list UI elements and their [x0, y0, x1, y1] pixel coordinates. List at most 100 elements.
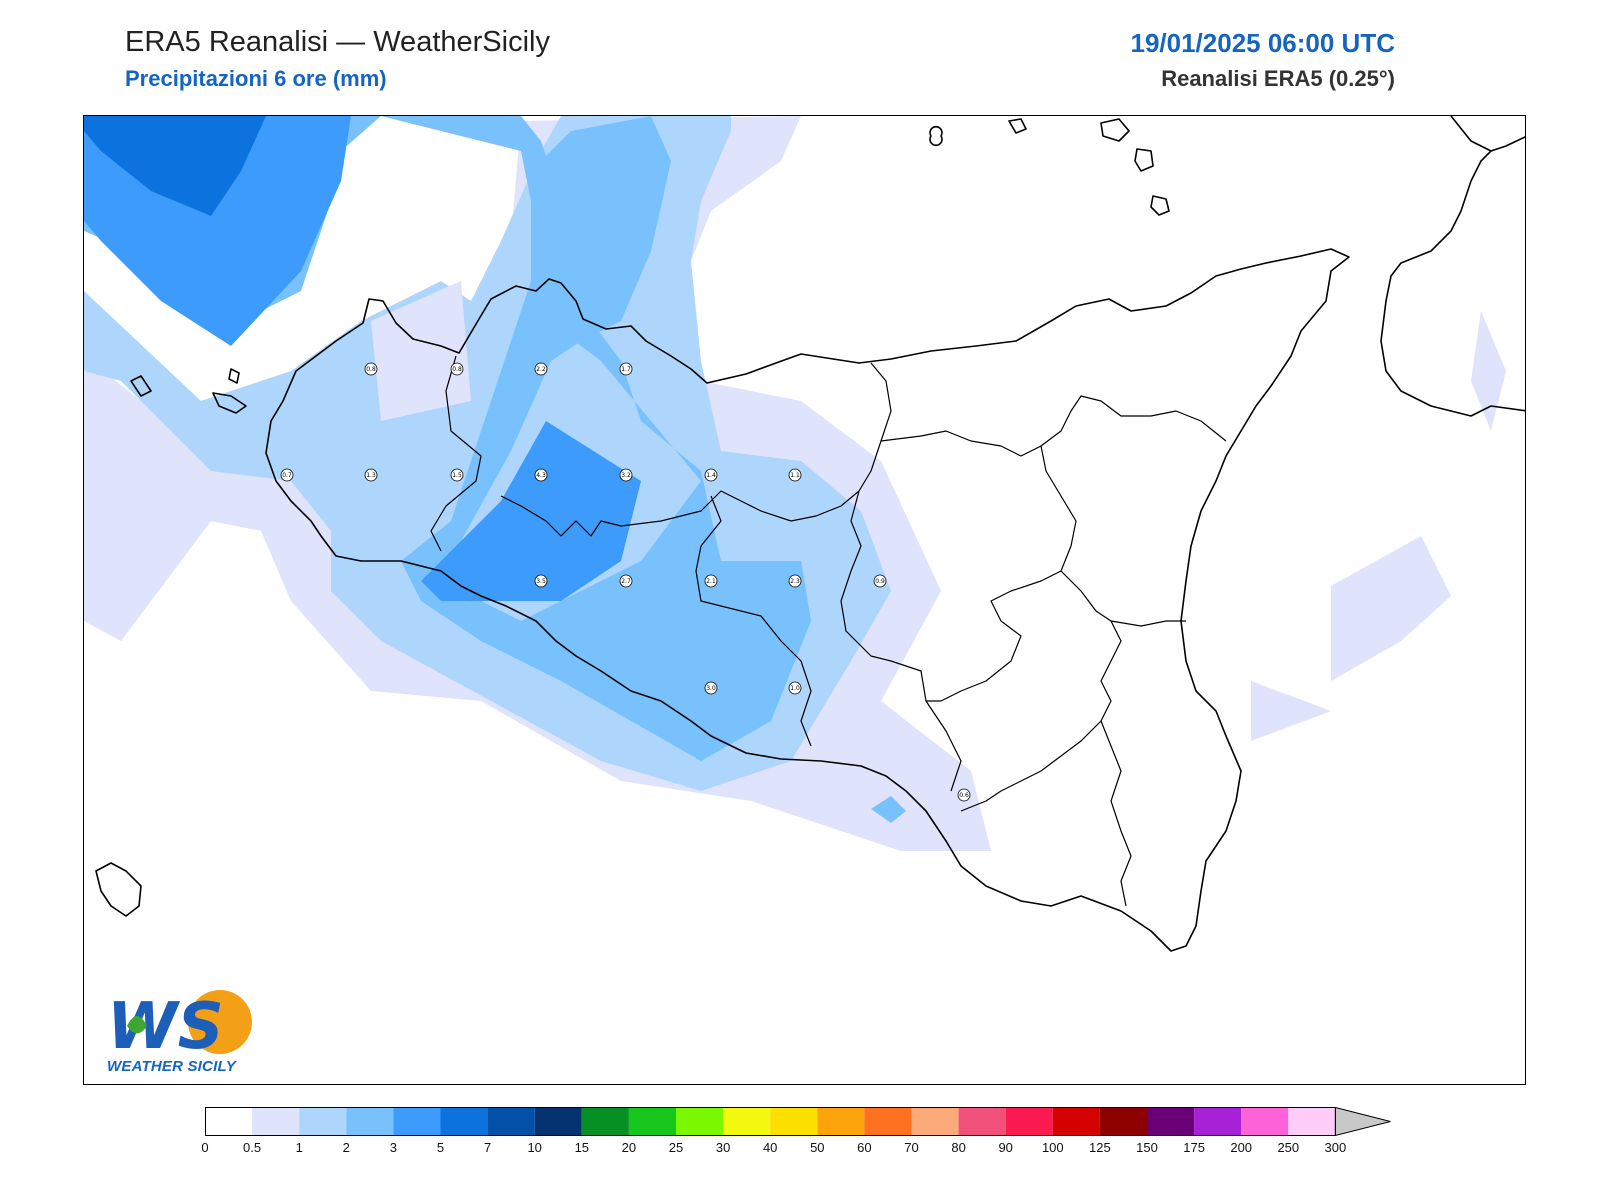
- calabria-coast: [1380, 116, 1525, 417]
- station-circle: [788, 468, 802, 482]
- station-marker: 2.2: [534, 362, 548, 376]
- colorbar-swatch: [252, 1107, 300, 1136]
- colorbar-tick-label: 0.5: [243, 1140, 262, 1155]
- precipitation-map[interactable]: 0.8 0.8 2.2 1.7 0.7 1.3 1.5 4.3 3.2 1.4 1.1 3.5 2.7 2…: [83, 115, 1526, 1085]
- colorbar-tick-label: 150: [1136, 1140, 1158, 1155]
- station-circle: [534, 468, 548, 482]
- colorbar-swatch: [864, 1107, 912, 1136]
- colorbar-tick-label: 3: [389, 1140, 398, 1155]
- colorbar-swatch: [393, 1107, 441, 1136]
- station-marker: 2.3: [788, 574, 802, 588]
- station-value: 3.2: [621, 472, 631, 479]
- map-canvas: 0.8 0.8 2.2 1.7 0.7 1.3 1.5 4.3 3.2 1.4 1.1 3.5 2.7 2…: [84, 116, 1525, 952]
- colorbar-tick-label: 1: [295, 1140, 303, 1155]
- precip-band-0.5-1-east: [1251, 311, 1506, 741]
- station-value: 0.7: [282, 472, 292, 479]
- station-marker: 1.4: [704, 468, 718, 482]
- station-marker: 0.8: [364, 362, 378, 376]
- precip-band-5-7: [84, 116, 266, 216]
- colorbar-tick-label: 0: [201, 1140, 209, 1155]
- station-value: 2.2: [536, 366, 546, 373]
- colorbar-swatch: [440, 1107, 488, 1136]
- station-marker: 1.7: [619, 362, 633, 376]
- station-value: 3.5: [536, 578, 546, 585]
- colorbar-tick-label: 25: [668, 1140, 684, 1155]
- logo-text: WEATHER SICILY: [107, 1058, 236, 1075]
- colorbar-tick-label: 250: [1277, 1140, 1300, 1155]
- ustica-island: [929, 125, 943, 147]
- station-marker: 1.3: [364, 468, 378, 482]
- colorbar-tick-label: 10: [527, 1140, 542, 1155]
- colorbar-swatch: [205, 1107, 253, 1136]
- station-circle: [450, 362, 464, 376]
- colorbar-swatch: [534, 1107, 582, 1136]
- station-value: 0.6: [959, 792, 969, 799]
- station-circle: [364, 362, 378, 376]
- precip-band-0.5-1-inner: [371, 281, 471, 421]
- station-circle: [957, 788, 971, 802]
- colorbar-tick-label: 175: [1183, 1140, 1205, 1155]
- station-circle: [364, 468, 378, 482]
- station-marker: 0.8: [450, 362, 464, 376]
- colorbar-tick-label: 80: [951, 1140, 966, 1155]
- map-title: ERA5 Reanalisi — WeatherSicily: [125, 26, 550, 58]
- precip-band-3-5-south: [871, 796, 906, 823]
- station-circle: [788, 574, 802, 588]
- colorbar-tick-label: 200: [1230, 1140, 1253, 1155]
- station-marker: 2.7: [619, 574, 633, 588]
- logo-letters: WS: [107, 990, 224, 1058]
- forecast-datetime: 19/01/2025 06:00 UTC: [1130, 28, 1395, 58]
- station-circle: [534, 362, 548, 376]
- station-value: 2.1: [706, 578, 716, 585]
- provincial-boundaries: [430, 355, 1227, 907]
- colorbar-swatch: [911, 1107, 959, 1136]
- precip-contours: [84, 116, 1506, 851]
- colorbar-swatch: [1099, 1107, 1147, 1136]
- station-circle: [704, 574, 718, 588]
- colorbar-swatch: [1241, 1107, 1289, 1136]
- colorbar-swatch: [1194, 1107, 1242, 1136]
- colorbar-tick-label: 300: [1324, 1140, 1347, 1155]
- station-marker: 0.7: [280, 468, 294, 482]
- egadi-islands: [130, 368, 247, 414]
- station-circle: [704, 681, 718, 695]
- colorbar-extend-arrow: [1334, 1107, 1391, 1137]
- station-circle: [619, 574, 633, 588]
- station-marker: 0.9: [873, 574, 887, 588]
- colorbar-tick-label: 125: [1089, 1140, 1111, 1155]
- station-value: 1.0: [790, 685, 800, 692]
- station-value: 1.4: [706, 472, 716, 479]
- precip-band-2-3: [84, 116, 811, 761]
- station-marker: 0.6: [957, 788, 971, 802]
- colorbar-tick-label: 100: [1041, 1140, 1064, 1155]
- colorbar-swatch: [346, 1107, 394, 1136]
- station-circle: [788, 681, 802, 695]
- station-circle: [450, 468, 464, 482]
- station-value: 2.7: [621, 578, 631, 585]
- station-marker: 2.1: [704, 574, 718, 588]
- weather-sicily-logo: WS WEATHER SICILY: [97, 986, 267, 1081]
- colorbar-tick-label: 30: [715, 1140, 731, 1155]
- colorbar-swatch: [1052, 1107, 1100, 1136]
- station-value: 4.3: [536, 472, 546, 479]
- colorbar-tick-label: 60: [857, 1140, 872, 1155]
- station-marker: 4.3: [534, 468, 548, 482]
- coastline: [95, 116, 1525, 952]
- colorbar-tick-label: 50: [810, 1140, 825, 1155]
- colorbar-swatch: [958, 1107, 1006, 1136]
- map-subtitle: Precipitazioni 6 ore (mm): [125, 66, 387, 91]
- colorbar-tick-label: 70: [904, 1140, 919, 1155]
- data-source: Reanalisi ERA5 (0.25°): [1161, 66, 1395, 91]
- station-circle: [619, 468, 633, 482]
- colorbar-tick-label: 90: [998, 1140, 1013, 1155]
- colorbar: [205, 1107, 1391, 1137]
- colorbar-tick-label: 5: [436, 1140, 445, 1155]
- colorbar-swatch: [299, 1107, 347, 1136]
- station-circle: [873, 574, 887, 588]
- colorbar-swatch: [770, 1107, 818, 1136]
- station-marker: 1.1: [788, 468, 802, 482]
- station-value: 0.8: [452, 366, 462, 373]
- colorbar-tick-label: 20: [621, 1140, 637, 1155]
- colorbar-swatch: [1288, 1107, 1336, 1136]
- colorbar-tick-label: 40: [762, 1140, 778, 1155]
